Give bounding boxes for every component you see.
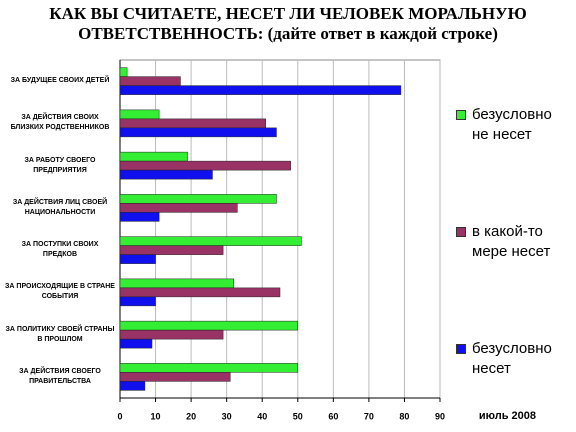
legend-swatch — [456, 227, 466, 237]
bar — [119, 254, 156, 264]
bar — [119, 67, 128, 77]
x-tick-label: 60 — [328, 411, 338, 421]
legend-item: безусловно не несет — [456, 105, 566, 145]
legend-label: безусловно несет — [472, 340, 552, 377]
chart-title: КАК ВЫ СЧИТАЕТЕ, НЕСЕТ ЛИ ЧЕЛОВЕК МОРАЛЬ… — [49, 4, 527, 43]
legend-label: безусловно не несет — [472, 106, 552, 143]
bar — [119, 85, 402, 95]
bar — [119, 278, 235, 289]
x-tick-label: 90 — [435, 411, 445, 421]
plot-area — [119, 59, 441, 399]
x-tick-label: 0 — [117, 411, 122, 421]
bar — [119, 212, 160, 222]
legend-swatch — [456, 344, 466, 354]
bar — [119, 203, 238, 213]
legend-label: в какой-то мере несет — [472, 223, 551, 260]
y-tick-label: ЗА ДЕЙСТВИЯ ЛИЦ СВОЕЙ НАЦИОНАЛЬНОСТИ — [12, 198, 108, 216]
x-tick-label: 20 — [186, 411, 196, 421]
bar — [119, 109, 160, 120]
bar — [119, 118, 267, 129]
note: июль 2008 — [478, 410, 536, 422]
y-tick-label: ЗА ПОСТУПКИ СВОИХ ПРЕДКОВ — [21, 241, 99, 259]
x-tick-label: 50 — [293, 411, 303, 421]
bar — [119, 287, 281, 298]
bar — [119, 296, 156, 307]
legend-item: в какой-то мере несет — [456, 222, 566, 262]
bar — [119, 381, 146, 391]
y-tick-label: ЗА ДЕЙСТВИЯ СВОИХ БЛИЗКИХ РОДСТВЕННИКОВ — [10, 114, 110, 132]
bar — [119, 236, 302, 246]
x-tick-label: 10 — [151, 411, 161, 421]
bar — [119, 194, 277, 204]
y-tick-label: ЗА БУДУЩЕЕ СВОИХ ДЕТЕЙ — [10, 77, 110, 85]
x-tick-label: 40 — [257, 411, 267, 421]
bar — [119, 151, 188, 162]
legend-item: безусловно несет — [456, 339, 566, 379]
y-tick-label: ЗА РАБОТУ СВОЕГО ПРЕДПРИЯТИЯ — [24, 156, 96, 174]
bar — [119, 372, 231, 382]
bar — [119, 245, 224, 255]
bar — [119, 76, 181, 86]
x-tick-label: 30 — [222, 411, 232, 421]
bar — [119, 338, 153, 349]
y-tick-label: ЗА ДЕЙСТВИЯ СВОЕГО ПРАВИТЕЛЬСТВА — [19, 367, 101, 385]
bar — [119, 363, 299, 373]
y-tick-label: ЗА ПРОИСХОДЯЩИЕ В СТРАНЕ СОБЫТИЯ — [5, 283, 115, 301]
bar — [119, 169, 213, 180]
bar — [119, 320, 299, 331]
bar — [119, 160, 291, 171]
bar — [119, 127, 277, 138]
bar — [119, 329, 224, 340]
x-tick-label: 80 — [399, 411, 409, 421]
x-tick-label: 70 — [364, 411, 374, 421]
legend-swatch — [456, 110, 466, 120]
y-tick-label: ЗА ПОЛИТИКУ СВОЕЙ СТРАНЫ В ПРОШЛОМ — [5, 325, 115, 343]
